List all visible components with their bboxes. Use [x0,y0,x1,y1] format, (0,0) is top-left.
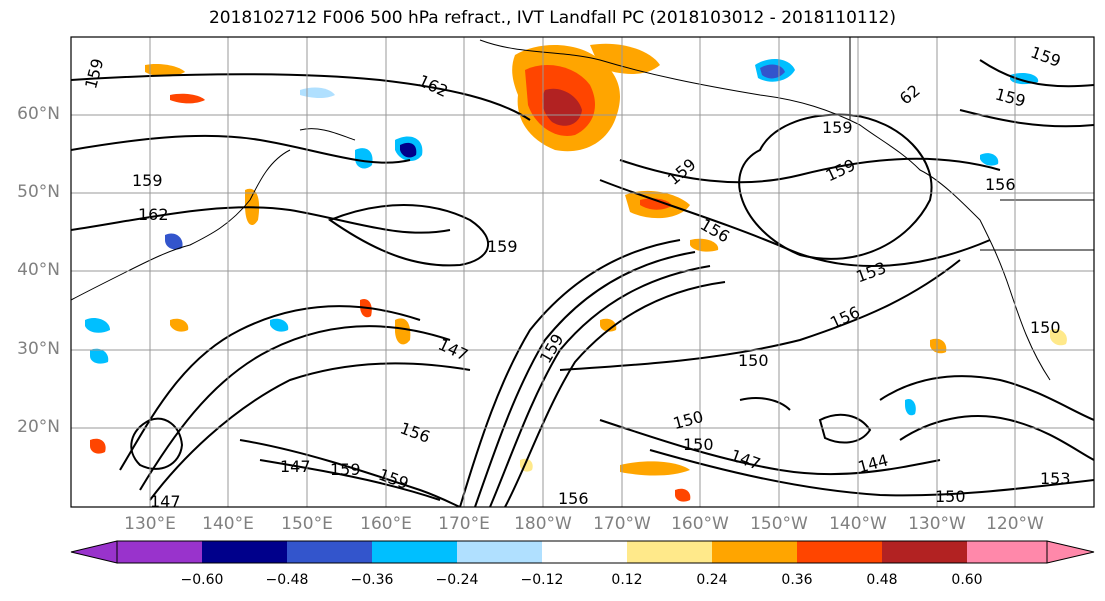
lat-label: 40°N [17,260,60,280]
lat-label: 60°N [17,104,60,124]
contour-label: 159 [330,460,361,479]
shaded-anomalies [85,43,1067,502]
contour-label: 147 [280,457,311,476]
lon-label: 120°W [986,514,1044,534]
height-contours [71,59,1094,507]
contour-label: 153 [1040,469,1071,488]
lon-label: 130°W [908,514,966,534]
colorbar [70,540,1095,564]
lon-label: 140°W [829,514,887,534]
colorbar-bin [712,541,797,563]
lon-label: 170°W [593,514,651,534]
contour-label: 150 [1030,318,1061,337]
lon-label: 160°W [671,514,729,534]
colorbar-bin [967,541,1047,563]
contour-label: 162 [138,205,169,224]
colorbar-min-extension [70,540,118,564]
lon-label: 170°E [438,514,490,534]
lon-label: 180°W [514,514,572,534]
colorbar-max-extension [1046,540,1095,564]
map-content: 159 162 159 162 159 159 159 156 159 153 … [71,37,1094,511]
map-title: 2018102712 F006 500 hPa refract., IVT La… [208,8,896,28]
colorbar-bin [542,541,627,563]
contour-label: 159 [132,171,163,190]
colorbar-bin [372,541,457,563]
contour-label: 147 [150,492,181,511]
lat-label: 20°N [17,417,60,437]
colorbar-tick-label: −0.60 [180,572,224,588]
lon-label: 150°E [281,514,333,534]
colorbar-tick-label: 0.60 [951,572,983,588]
contour-label: 150 [683,435,714,454]
colorbar-tick-label: −0.48 [265,572,309,588]
contour-label: 150 [935,487,966,506]
colorbar-bin [202,541,287,563]
map-frame [70,36,1095,508]
lon-label: 160°E [360,514,412,534]
lat-label: 50°N [17,182,60,202]
lon-label: 140°E [202,514,254,534]
colorbar-tick-label: −0.36 [350,572,394,588]
colorbar-tick-label: 0.48 [866,572,898,588]
colorbar-bin [287,541,372,563]
lon-label: 130°E [124,514,176,534]
contour-label: 156 [558,489,589,508]
lat-lon-grid [71,37,1094,507]
coastlines [71,37,1094,381]
lon-label: 150°W [750,514,808,534]
contour-label: 156 [985,175,1016,194]
colorbar-bin [117,541,202,563]
contour-label: 159 [487,237,518,256]
colorbar-bin [457,541,542,563]
contour-label: 159 [822,118,853,137]
colorbar-bin [627,541,712,563]
colorbar-bin [882,541,967,563]
colorbar-tick-label: 0.36 [781,572,813,588]
contour-label: 150 [738,351,769,370]
colorbar-tick-label: −0.24 [435,572,479,588]
colorbar-tick-label: 0.24 [696,572,728,588]
colorbar-bin [797,541,882,563]
colorbar-tick-label: 0.12 [611,572,643,588]
contour-labels: 159 162 159 162 159 159 159 156 159 153 … [81,43,1071,511]
colorbar-tick-label: −0.12 [520,572,564,588]
lat-label: 30°N [17,339,60,359]
